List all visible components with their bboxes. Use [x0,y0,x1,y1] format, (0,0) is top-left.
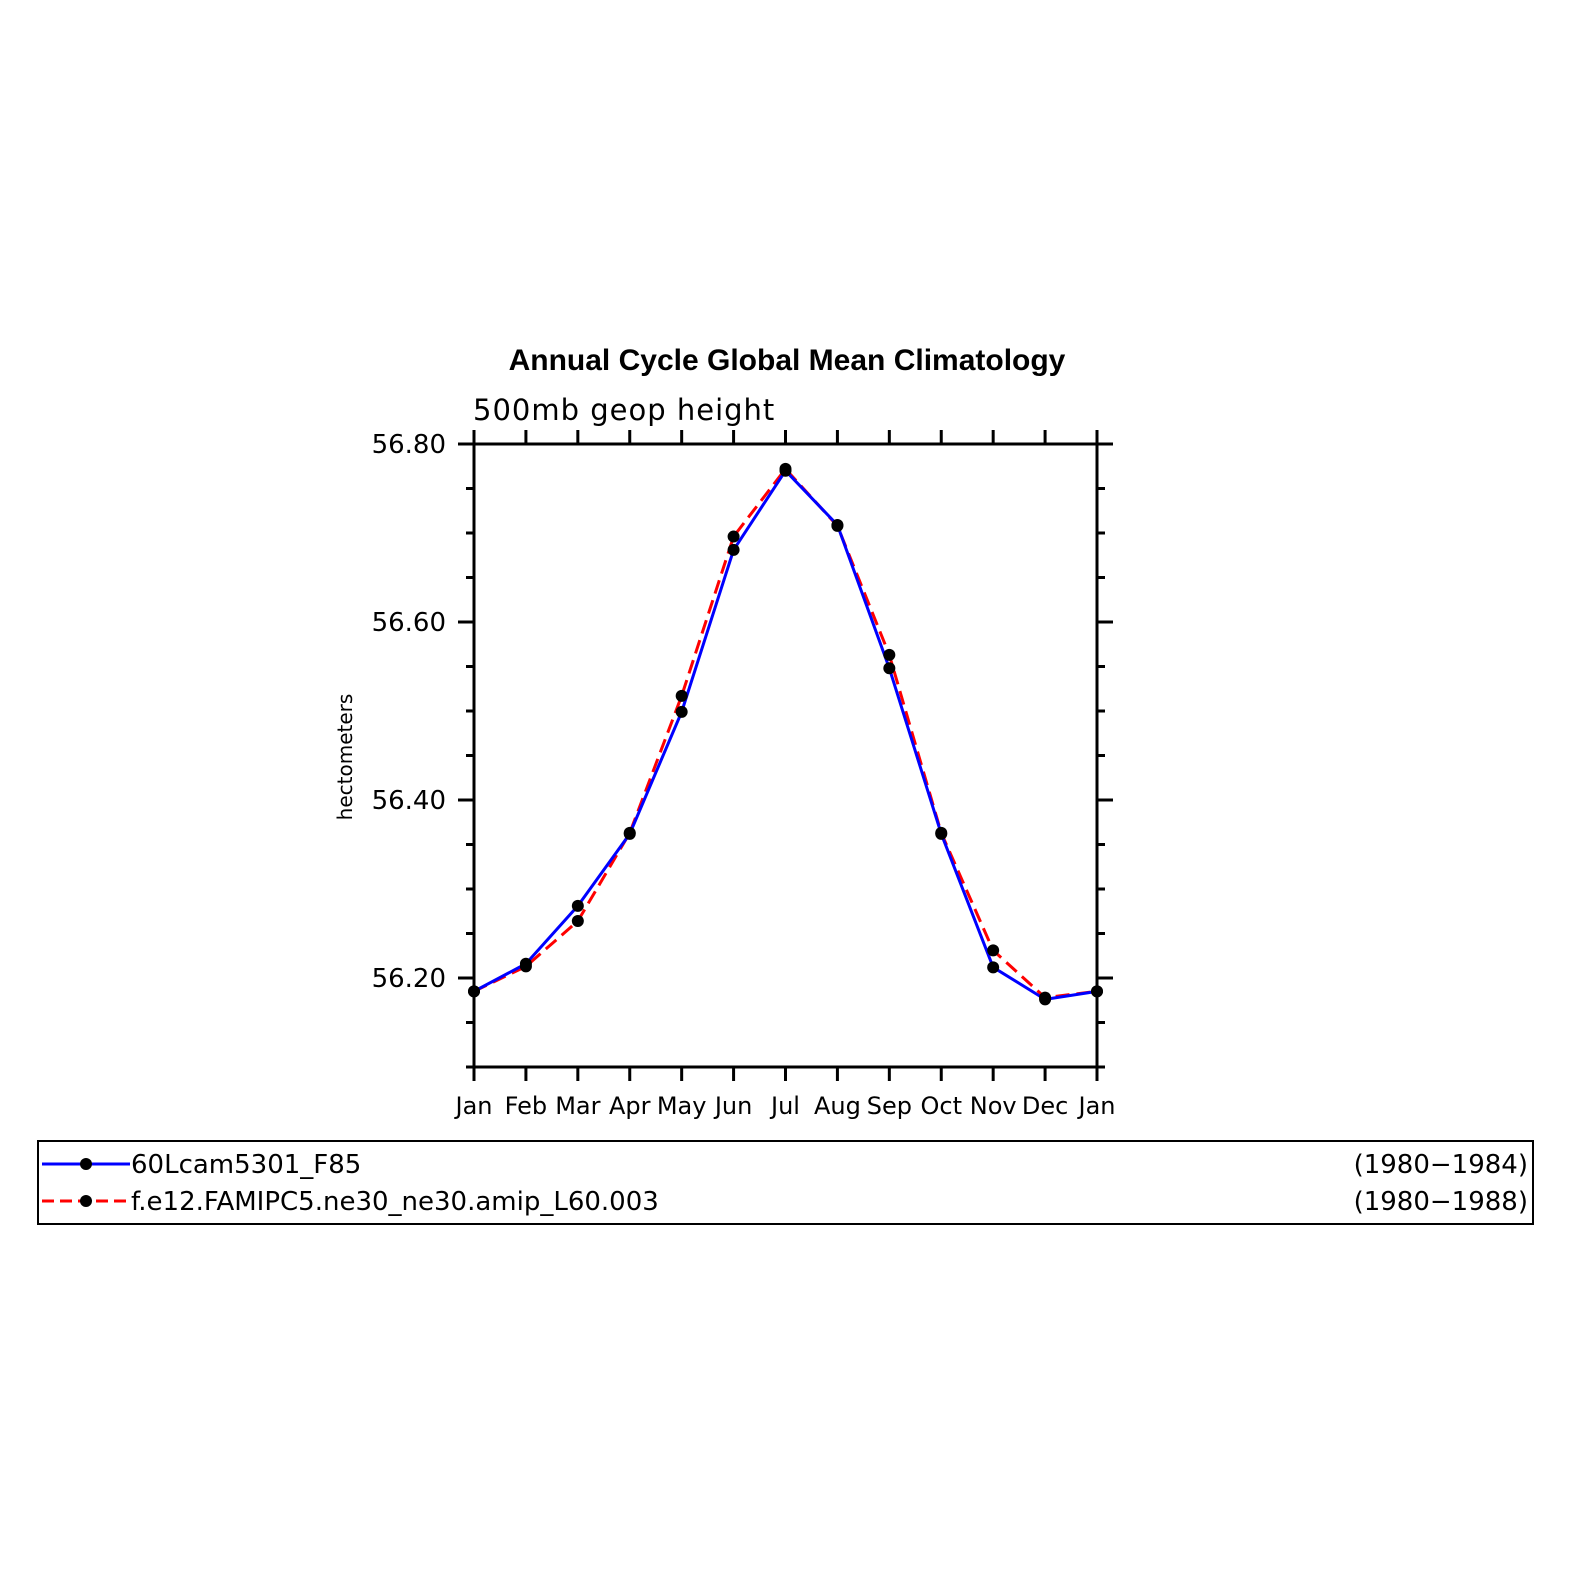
y-tick-label: 56.40 [372,786,446,816]
data-point-series-1 [1091,985,1103,998]
data-point-series-1 [831,519,844,532]
data-point-series-1 [468,985,480,998]
x-tick-label: Sep [867,1092,912,1120]
legend-marker-1 [80,1195,92,1207]
data-point-series-1 [987,944,1000,957]
y-tick-label: 56.20 [372,964,446,994]
data-point-series-1 [571,915,584,928]
y-tick-label: 56.80 [372,430,446,460]
data-point-series-0 [727,543,740,556]
x-tick-label: Dec [1022,1092,1068,1120]
x-tick-label: Jul [769,1092,800,1120]
data-point-series-0 [675,705,688,718]
chart-subtitle: 500mb geop height [473,393,775,427]
data-point-series-0 [987,961,1000,974]
series-line-0 [473,469,1098,1001]
data-point-series-1 [623,826,636,839]
legend-marker-0 [80,1158,92,1170]
legend-label-0: 60Lcam5301_F85 [131,1150,361,1180]
x-tick-label: Jun [713,1092,753,1120]
data-point-series-1 [779,462,792,475]
data-point-series-0 [883,662,896,675]
series-layer [468,462,1103,1006]
data-point-series-1 [883,648,896,661]
x-tick-label: Apr [609,1092,651,1120]
legend-box [37,1140,1534,1225]
x-tick-label: Jan [1077,1092,1116,1120]
data-point-series-1 [519,960,532,973]
data-point-series-1 [727,530,740,543]
data-point-series-1 [1039,991,1052,1004]
x-tick-label: Aug [814,1092,861,1120]
data-point-series-0 [571,899,584,912]
x-tick-label: Jan [454,1092,493,1120]
legend-period-1: (1980−1988) [1354,1187,1528,1217]
y-axis-label: hectometers [333,694,357,821]
x-tick-label: Oct [921,1092,963,1120]
legend-period-0: (1980−1984) [1354,1150,1528,1180]
legend-label-1: f.e12.FAMIPC5.ne30_ne30.amip_L60.003 [131,1187,659,1217]
y-tick-label: 56.60 [372,608,446,638]
chart-title: Annual Cycle Global Mean Climatology [509,344,1066,377]
legend: 60Lcam5301_F85 (1980−1984) f.e12.FAMIPC5.n… [37,1140,1534,1225]
data-point-series-1 [935,826,948,839]
data-point-series-1 [675,689,688,702]
x-tick-label: Mar [555,1092,600,1120]
x-tick-label: Feb [505,1092,548,1120]
x-tick-label: May [657,1092,707,1120]
axes: Jan Feb Mar Apr May Jun Jul Aug Sep Oct Nov Dec Jan 5… [372,430,1116,1120]
x-tick-label: Nov [970,1092,1017,1120]
